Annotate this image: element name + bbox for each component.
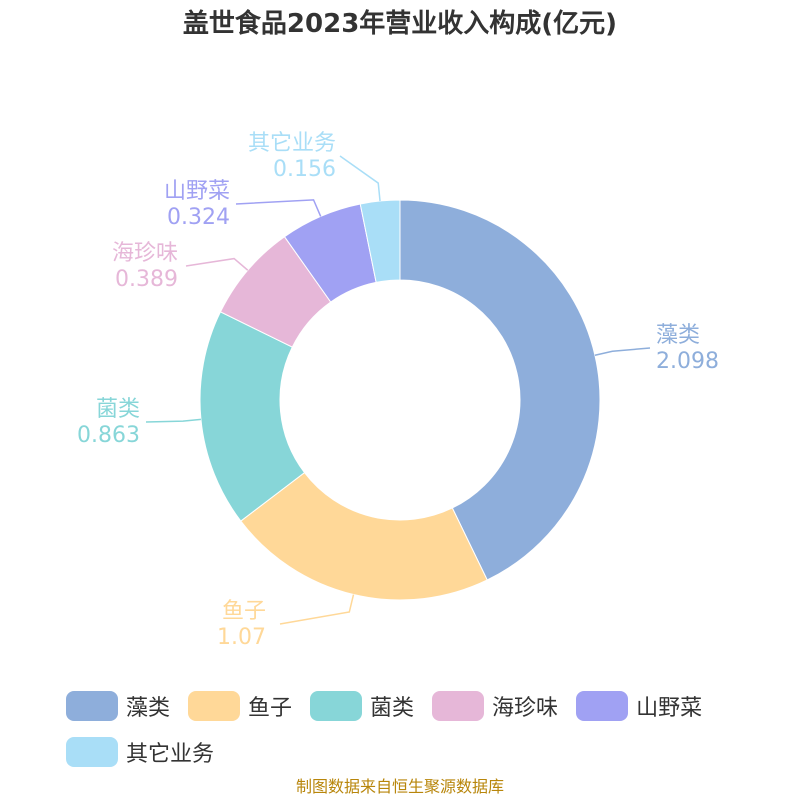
legend-swatch	[188, 691, 241, 721]
slice-label-0: 藻类	[656, 323, 700, 348]
legend-swatch	[66, 737, 118, 767]
leader-line-1	[279, 594, 355, 625]
legend-label: 其它业务	[126, 742, 215, 767]
legend-swatch	[432, 691, 485, 721]
slice-value-5: 0.156	[273, 157, 336, 182]
leader-line-0	[594, 347, 651, 356]
legend-item-0[interactable]: 藻类	[66, 688, 170, 724]
legend: 藻类 鱼子 菌类 海珍味 山野菜其它业务	[66, 688, 766, 770]
slice-label-1: 鱼子	[222, 599, 266, 624]
slice-1[interactable]	[240, 471, 488, 601]
slice-5[interactable]	[359, 199, 401, 283]
leader-line-4	[235, 199, 322, 217]
slice-value-0: 2.098	[656, 349, 719, 374]
slice-label-3: 海珍味	[112, 241, 178, 266]
legend-label: 藻类	[126, 696, 171, 721]
slice-0[interactable]	[399, 199, 601, 581]
chart-title: 盖世食品2023年营业收入构成(亿元)	[182, 9, 618, 39]
legend-label: 鱼子	[248, 696, 293, 721]
leader-line-5	[339, 155, 381, 202]
legend-item-5[interactable]: 其它业务	[66, 734, 214, 770]
legend-label: 山野菜	[636, 696, 703, 721]
legend-swatch	[66, 691, 118, 721]
slice-label-2: 菌类	[96, 397, 140, 422]
legend-item-2[interactable]: 菌类	[310, 688, 414, 724]
legend-swatch	[576, 691, 629, 721]
legend-item-4[interactable]: 山野菜	[576, 688, 702, 724]
leader-line-3	[185, 257, 249, 271]
slice-label-4: 山野菜	[164, 179, 230, 204]
slice-value-2: 0.863	[77, 423, 140, 448]
legend-swatch	[310, 691, 363, 721]
legend-label: 海珍味	[492, 696, 559, 721]
slice-value-3: 0.389	[115, 267, 178, 292]
legend-item-1[interactable]: 鱼子	[188, 688, 292, 724]
slice-value-4: 0.324	[167, 205, 230, 230]
slice-value-1: 1.07	[217, 625, 266, 650]
legend-label: 菌类	[370, 696, 415, 721]
leader-line-2	[145, 418, 202, 423]
slice-label-5: 其它业务	[248, 131, 336, 156]
legend-item-3[interactable]: 海珍味	[432, 688, 558, 724]
source-note: 制图数据来自恒生聚源数据库	[295, 777, 504, 796]
